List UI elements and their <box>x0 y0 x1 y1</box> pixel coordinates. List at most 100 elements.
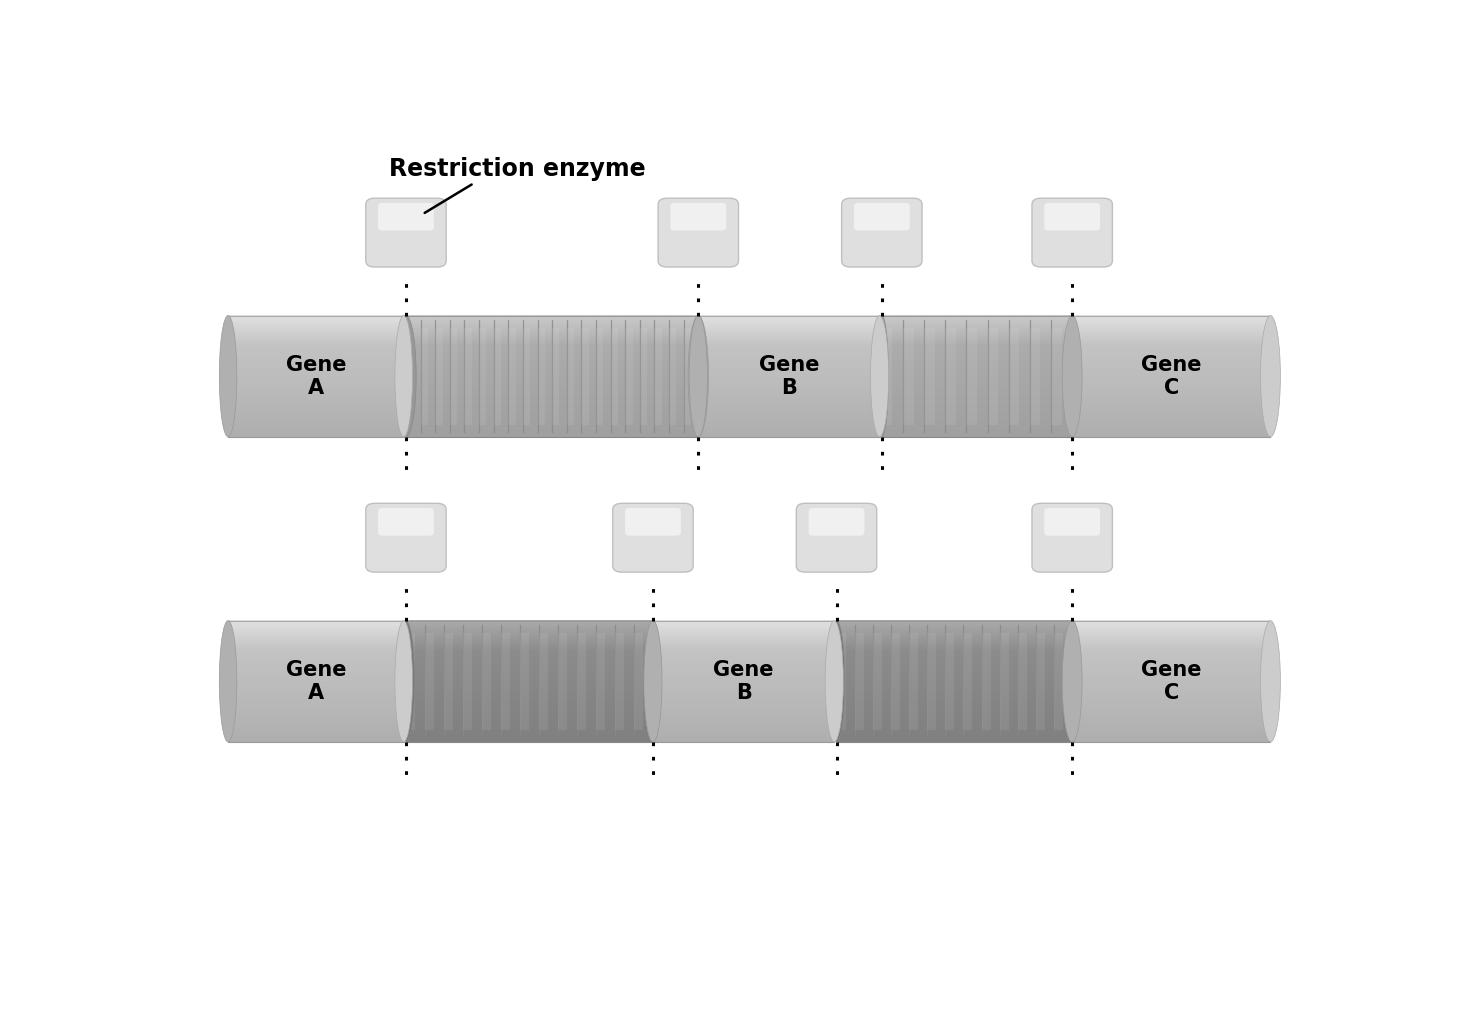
Bar <box>836 633 845 729</box>
Ellipse shape <box>689 316 709 437</box>
Bar <box>882 328 892 425</box>
Bar <box>882 401 1072 404</box>
Ellipse shape <box>689 316 708 437</box>
Bar <box>1072 666 1270 670</box>
Bar <box>406 432 699 435</box>
Bar <box>1072 638 1270 641</box>
Bar <box>1072 681 1270 684</box>
Bar <box>228 622 404 625</box>
Bar <box>228 323 404 326</box>
Bar <box>699 399 880 402</box>
Bar <box>1072 381 1270 384</box>
Bar <box>406 383 699 386</box>
Bar <box>228 337 404 339</box>
Bar <box>882 343 1072 345</box>
Bar <box>882 364 1072 366</box>
Bar <box>882 387 1072 390</box>
Bar <box>836 701 1072 703</box>
Bar <box>699 395 880 398</box>
Bar <box>228 675 404 678</box>
Bar <box>654 628 835 631</box>
Bar <box>1072 428 1270 431</box>
Bar <box>228 393 404 396</box>
Bar <box>406 687 654 690</box>
Bar <box>406 650 654 653</box>
Bar <box>228 717 404 719</box>
Bar <box>882 331 1072 333</box>
Bar <box>1072 735 1270 738</box>
Bar <box>699 405 880 408</box>
Bar <box>406 366 699 368</box>
Bar <box>836 622 1072 625</box>
Bar <box>406 737 654 740</box>
Bar <box>406 703 654 705</box>
Bar <box>1072 393 1270 396</box>
Bar <box>1072 671 1270 674</box>
Bar <box>836 683 1072 686</box>
Bar <box>406 401 699 404</box>
Bar <box>699 325 880 328</box>
Bar <box>1072 364 1270 366</box>
FancyBboxPatch shape <box>797 503 877 572</box>
Ellipse shape <box>1063 316 1082 437</box>
Bar <box>654 717 835 719</box>
Bar <box>406 341 699 343</box>
Bar <box>836 638 1072 641</box>
Bar <box>228 660 404 663</box>
Bar <box>654 677 835 680</box>
Bar <box>1072 391 1270 394</box>
Bar <box>228 395 404 398</box>
Bar <box>882 362 1072 364</box>
Bar <box>855 633 864 729</box>
Bar <box>228 654 404 657</box>
Bar <box>836 737 1072 740</box>
Bar <box>228 713 404 715</box>
Bar <box>520 633 529 729</box>
Bar <box>1072 434 1270 437</box>
Bar <box>882 373 1072 376</box>
Bar <box>406 669 654 672</box>
Bar <box>836 685 1072 688</box>
Bar <box>406 658 654 661</box>
Bar <box>1072 658 1270 661</box>
Bar <box>1037 633 1045 729</box>
Bar <box>228 409 404 412</box>
Bar <box>836 723 1072 725</box>
Bar <box>699 362 880 364</box>
Bar <box>501 633 510 729</box>
Bar <box>406 664 654 668</box>
Bar <box>836 662 1072 665</box>
Bar <box>1072 711 1270 713</box>
Ellipse shape <box>1260 316 1281 437</box>
Bar <box>882 391 1072 394</box>
Bar <box>1072 377 1270 380</box>
Bar <box>228 735 404 738</box>
Bar <box>699 407 880 410</box>
Bar <box>1072 732 1270 734</box>
Bar <box>1072 339 1270 341</box>
Bar <box>228 662 404 665</box>
Bar <box>228 391 404 394</box>
Bar <box>406 373 699 376</box>
Bar <box>228 434 404 437</box>
Bar <box>228 416 404 419</box>
Bar <box>436 328 443 425</box>
Bar <box>699 391 880 394</box>
Bar <box>890 633 901 729</box>
Bar <box>882 356 1072 358</box>
Bar <box>654 656 835 659</box>
Bar <box>1072 646 1270 649</box>
Bar <box>228 329 404 331</box>
Bar <box>228 426 404 429</box>
Bar <box>654 652 835 655</box>
Bar <box>406 368 699 370</box>
Bar <box>1072 689 1270 691</box>
Bar <box>228 695 404 697</box>
Bar <box>882 350 1072 352</box>
Bar <box>228 428 404 431</box>
Bar <box>654 697 835 699</box>
Bar <box>406 375 699 378</box>
Bar <box>1072 729 1270 732</box>
Bar <box>406 705 654 707</box>
Bar <box>1072 335 1270 337</box>
